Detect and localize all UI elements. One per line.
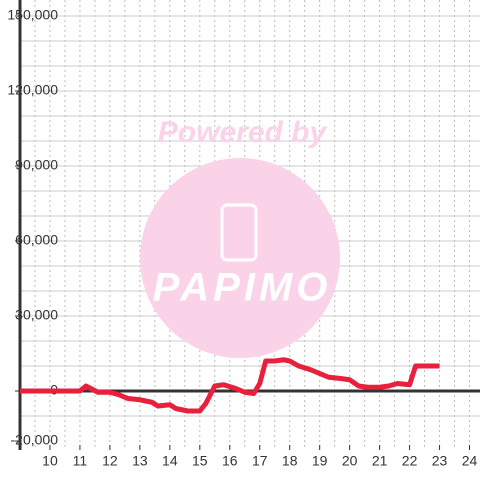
watermark-icon	[220, 203, 258, 262]
y-tick-label: -20,000	[11, 432, 59, 448]
y-tick-label: 30,000	[15, 307, 58, 323]
x-tick-label: 16	[222, 453, 238, 469]
y-tick-label: 90,000	[15, 157, 58, 173]
x-tick-label: 21	[372, 453, 388, 469]
x-tick-label: 13	[132, 453, 148, 469]
y-tick-label: 120,000	[7, 82, 58, 98]
x-tick-label: 10	[42, 453, 58, 469]
watermark-circle	[140, 158, 340, 358]
x-tick-label: 17	[252, 453, 268, 469]
watermark-logo: PAPIMO	[153, 266, 332, 310]
x-tick-label: 14	[162, 453, 178, 469]
x-tick-label: 12	[102, 453, 118, 469]
x-tick-label: 15	[192, 453, 208, 469]
x-tick-label: 19	[312, 453, 328, 469]
x-tick-label: 23	[432, 453, 448, 469]
y-tick-label: 150,000	[7, 7, 58, 23]
watermark-text: Powered by	[158, 116, 328, 149]
line	[20, 357, 440, 414]
x-tick-label: 24	[462, 453, 478, 469]
x-tick-label: 11	[73, 453, 88, 469]
x-tick-label: 22	[402, 453, 418, 469]
x-tick-label: 18	[282, 453, 298, 469]
x-tick-label: 20	[342, 453, 358, 469]
y-tick-label: 60,000	[15, 232, 58, 248]
